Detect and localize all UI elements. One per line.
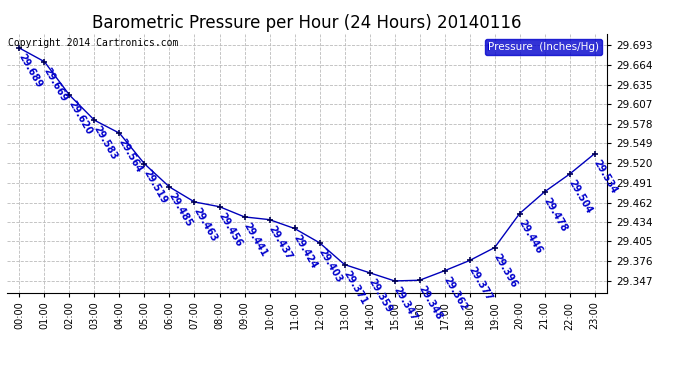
Legend: Pressure  (Inches/Hg): Pressure (Inches/Hg) bbox=[485, 39, 602, 55]
Text: 29.403: 29.403 bbox=[317, 247, 344, 284]
Text: 29.456: 29.456 bbox=[217, 211, 244, 248]
Text: 29.446: 29.446 bbox=[517, 217, 544, 255]
Text: 29.441: 29.441 bbox=[241, 221, 269, 258]
Text: 29.583: 29.583 bbox=[91, 124, 119, 162]
Text: 29.620: 29.620 bbox=[66, 99, 94, 136]
Text: 29.437: 29.437 bbox=[266, 224, 294, 261]
Text: 29.359: 29.359 bbox=[366, 277, 394, 314]
Text: 29.564: 29.564 bbox=[117, 137, 144, 175]
Text: Copyright 2014 Cartronics.com: Copyright 2014 Cartronics.com bbox=[8, 38, 179, 48]
Text: 29.504: 29.504 bbox=[566, 178, 594, 216]
Text: 29.519: 29.519 bbox=[141, 168, 169, 206]
Text: 29.485: 29.485 bbox=[166, 191, 194, 229]
Text: 29.463: 29.463 bbox=[191, 206, 219, 244]
Text: 29.377: 29.377 bbox=[466, 265, 494, 302]
Text: 29.371: 29.371 bbox=[342, 269, 369, 306]
Text: 29.347: 29.347 bbox=[391, 285, 419, 322]
Text: 29.534: 29.534 bbox=[591, 158, 619, 195]
Title: Barometric Pressure per Hour (24 Hours) 20140116: Barometric Pressure per Hour (24 Hours) … bbox=[92, 14, 522, 32]
Text: 29.424: 29.424 bbox=[291, 232, 319, 270]
Text: 29.362: 29.362 bbox=[442, 275, 469, 312]
Text: 29.478: 29.478 bbox=[542, 196, 569, 234]
Text: 29.669: 29.669 bbox=[41, 66, 69, 103]
Text: 29.396: 29.396 bbox=[491, 252, 519, 289]
Text: 29.689: 29.689 bbox=[17, 52, 43, 90]
Text: 29.348: 29.348 bbox=[417, 284, 444, 322]
